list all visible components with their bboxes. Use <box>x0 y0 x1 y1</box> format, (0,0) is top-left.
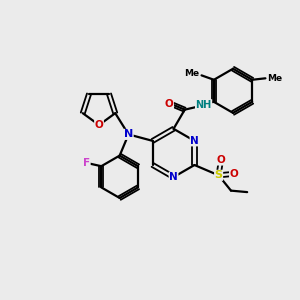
Text: NH: NH <box>196 100 212 110</box>
Text: S: S <box>214 170 223 180</box>
Text: N: N <box>169 172 178 182</box>
Text: F: F <box>83 158 90 168</box>
Text: O: O <box>94 120 103 130</box>
Text: Me: Me <box>267 74 282 83</box>
Text: O: O <box>217 155 225 165</box>
Text: O: O <box>230 169 238 179</box>
Text: N: N <box>190 136 199 146</box>
Text: Me: Me <box>184 69 199 78</box>
Text: O: O <box>165 99 173 109</box>
Text: N: N <box>124 129 133 140</box>
